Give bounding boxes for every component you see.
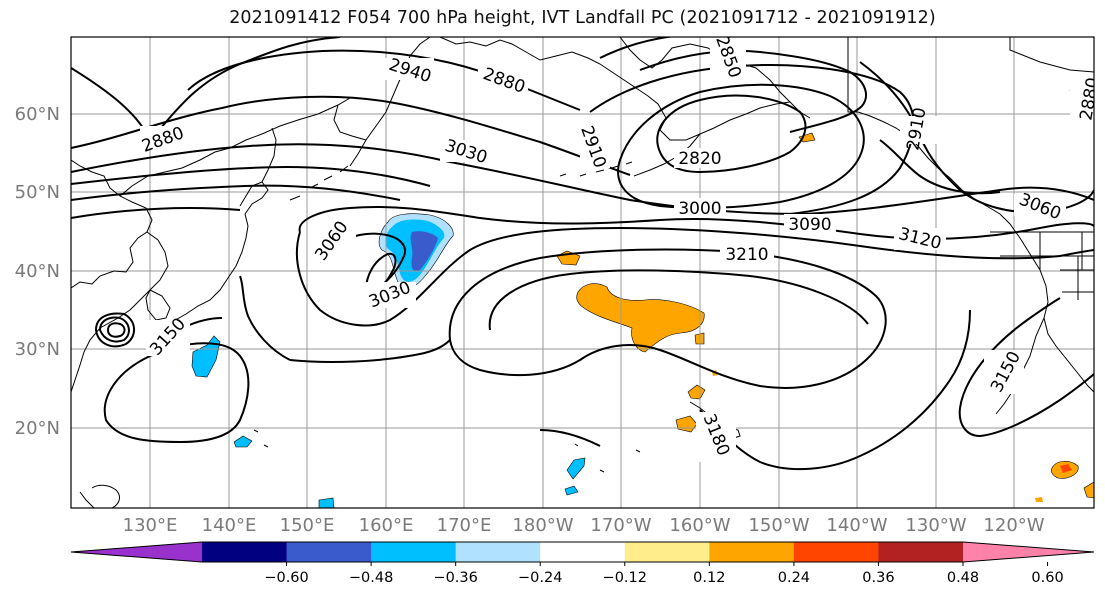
colorbar-tick-label: 0.36 [862, 570, 894, 586]
colorbar-tick-label: 0.60 [1031, 570, 1063, 586]
contour-label: 2820 [678, 149, 721, 169]
lat-label: 30°N [15, 339, 60, 360]
colorbar-tick-label: 0.24 [778, 570, 810, 586]
lon-label: 160°W [669, 515, 730, 536]
lat-label: 40°N [15, 261, 60, 282]
colorbar-bin [286, 542, 372, 562]
colorbar-bin [709, 542, 795, 562]
lon-label: 130°W [905, 515, 966, 536]
colorbar-tick-label: 0.48 [947, 570, 979, 586]
colorbar-bin [540, 542, 626, 562]
colorbar-bin [878, 542, 964, 562]
lat-label: 20°N [15, 418, 60, 439]
lat-label: 50°N [15, 182, 60, 203]
colorbar-tick-label: −0.60 [264, 570, 308, 586]
colorbar-bin [202, 542, 288, 562]
longitude-labels: 130°E 140°E 150°E 160°E 170°E 180°W 170°… [123, 515, 1045, 536]
colorbar-extend-high [963, 542, 1094, 562]
colorbar-extend-low [71, 542, 202, 562]
lon-label: 140°W [826, 515, 887, 536]
colorbar-tick-label: −0.12 [603, 570, 647, 586]
lon-label: 150°W [748, 515, 809, 536]
lon-label: 170°E [437, 515, 492, 536]
lon-label: 130°E [123, 515, 178, 536]
colorbar: −0.60 −0.48 −0.36 −0.24 −0.12 0.12 0.24 0.36 0.4… [70, 541, 1095, 586]
colorbar-tick-label: 0.12 [693, 570, 725, 586]
colorbar-tick-label: −0.48 [349, 570, 393, 586]
lon-label: 140°E [202, 515, 257, 536]
colorbar-outline [70, 541, 1095, 563]
colorbar-bin [624, 542, 710, 562]
plot-frame [70, 36, 1095, 509]
graticule [71, 37, 1094, 508]
contour-labels: 2880 2940 2880 2850 2910 3030 2820 3000 … [139, 37, 1094, 462]
latitude-labels: 60°N 50°N 40°N 30°N 20°N [15, 104, 60, 439]
height-contours [71, 37, 1094, 471]
map-title: 2021091412 F054 700 hPa height, IVT Land… [229, 8, 936, 28]
lon-label: 150°E [280, 515, 335, 536]
colorbar-bin [371, 542, 457, 562]
colorbar-tick-label: −0.36 [433, 570, 477, 586]
lon-label: 170°W [590, 515, 651, 536]
colorbar-bin [793, 542, 879, 562]
contour-label: 3000 [678, 199, 721, 219]
contour-label: 3090 [788, 215, 831, 235]
contour-label: 3210 [725, 245, 768, 265]
lon-label: 120°W [983, 515, 1044, 536]
lat-label: 60°N [15, 104, 60, 125]
colorbar-bin [455, 542, 541, 562]
lon-label: 180°W [512, 515, 573, 536]
colorbar-tick-label: −0.24 [518, 570, 562, 586]
lon-label: 160°E [359, 515, 414, 536]
